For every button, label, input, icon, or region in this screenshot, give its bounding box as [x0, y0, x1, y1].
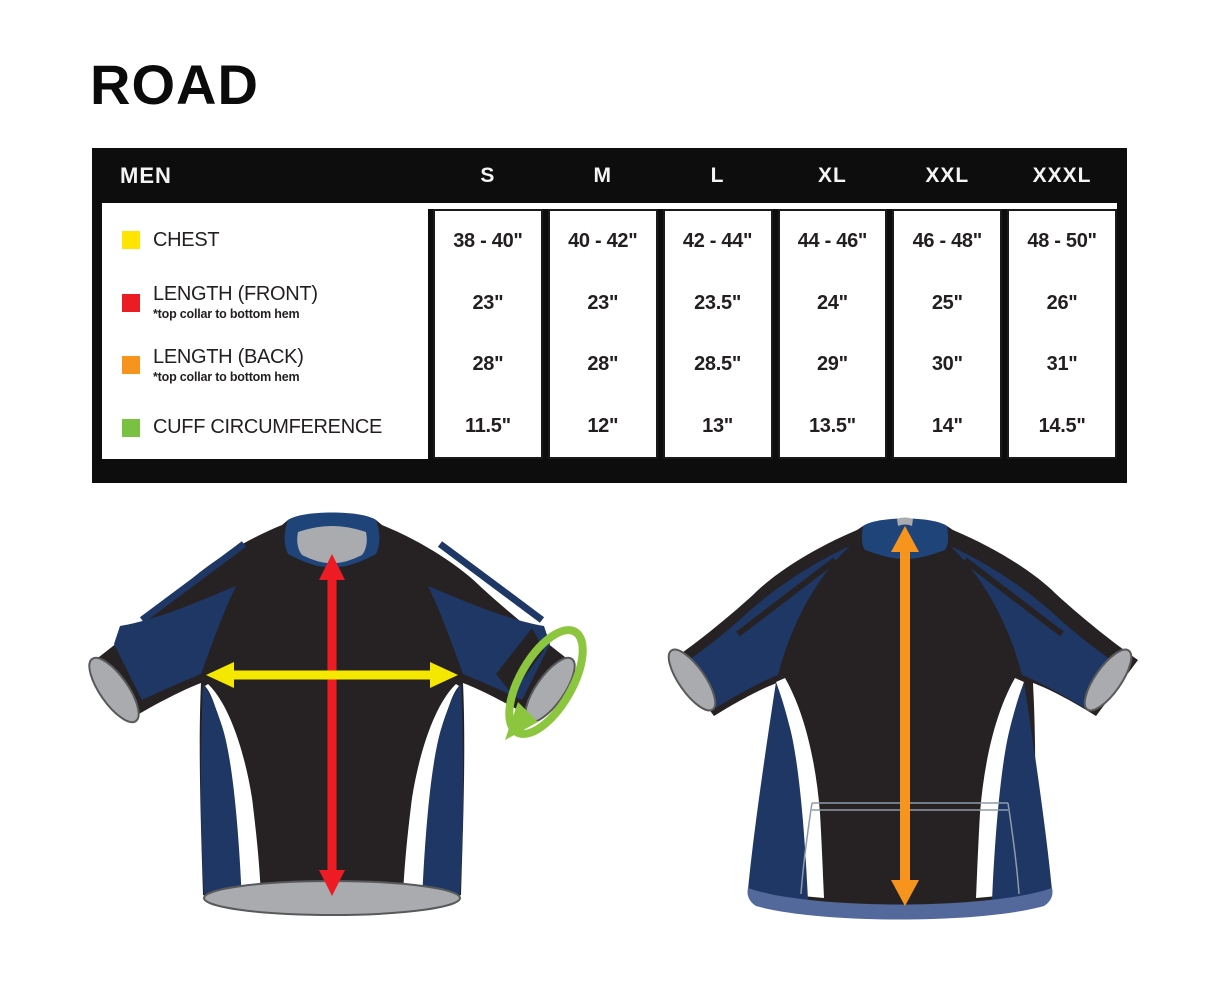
back-cuff-right: [1083, 648, 1133, 712]
value-cell: 26": [1046, 291, 1078, 314]
table-header-men: MEN: [120, 162, 172, 188]
shoulder-piping-left: [139, 541, 247, 623]
size-column-l: 42 - 44" 23.5" 28.5" 13": [662, 209, 773, 459]
value-cell: 28": [587, 353, 619, 376]
table-header-size-s: S: [480, 163, 496, 187]
cuff-circumference-loop: [505, 626, 587, 740]
size-column-xxxl: 48 - 50" 26" 31" 14.5": [1007, 209, 1117, 459]
side-panel-left: [200, 684, 242, 902]
value-cell: 29": [816, 353, 848, 376]
chest-arrow: [206, 662, 458, 688]
size-column-xxl: 46 - 48" 25" 30" 14": [892, 209, 1003, 459]
chest-color-swatch: [122, 231, 140, 250]
measurement-label-column: CHEST LENGTH (FRONT) *top collar to bott…: [102, 209, 428, 459]
cuff-left: [88, 656, 140, 724]
size-table: MEN S M L XL XXL XXXL CHEST LENGTH (FRON…: [92, 148, 1127, 483]
value-cell: 46 - 48": [912, 230, 983, 253]
side-panel-right: [422, 684, 464, 902]
pocket-left-edge: [800, 802, 813, 895]
value-cell: 28": [472, 353, 504, 376]
cuff-color-swatch: [122, 418, 140, 437]
measurement-name: CHEST: [153, 228, 220, 251]
value-cell: 30": [931, 353, 963, 376]
value-cell: 11.5": [465, 414, 511, 437]
front-length-arrowhead-bottom: [319, 870, 345, 896]
back-cuff-left: [667, 648, 717, 712]
front-length-arrowhead-top: [319, 554, 345, 580]
shoulder-piping-right: [437, 541, 545, 623]
measurement-name: CUFF CIRCUMFERENCE: [153, 416, 383, 439]
value-cell: 23.5": [694, 291, 742, 314]
back-length-arrowhead-top: [891, 526, 919, 552]
value-cell: 42 - 44": [682, 230, 753, 253]
table-header-size-xxl: XXL: [925, 163, 970, 187]
back-sleeve-panel-right: [950, 546, 1120, 710]
value-cell: 25": [931, 291, 963, 314]
back-side-panel-left: [748, 682, 808, 902]
table-header-size-xl: XL: [817, 163, 847, 187]
value-cell: 14": [931, 414, 963, 437]
back-side-panel-right: [992, 682, 1052, 902]
cuff-loop-arrowhead: [505, 702, 538, 740]
value-cell: 12": [587, 414, 619, 437]
label-row-length-back: LENGTH (BACK) *top collar to bottom hem: [102, 334, 428, 397]
value-cell: 13.5": [808, 414, 856, 437]
back-sleeve-stripe-right: [963, 557, 1064, 637]
back-jersey-illustration: [667, 517, 1138, 920]
value-cell: 23": [587, 291, 619, 314]
pocket-right-edge: [1007, 802, 1020, 895]
length-back-color-swatch: [122, 356, 140, 375]
table-header-size-l: L: [710, 163, 725, 187]
value-cell: 31": [1046, 353, 1078, 376]
value-cell: 23": [472, 291, 504, 314]
label-row-chest: CHEST: [102, 209, 428, 272]
value-cell: 48 - 50": [1027, 230, 1097, 253]
length-front-color-swatch: [122, 293, 140, 312]
measurement-note: *top collar to bottom hem: [153, 307, 300, 322]
header-divider: [102, 203, 1117, 209]
table-header-size-xxxl: XXXL: [1032, 163, 1092, 187]
label-row-length-front: LENGTH (FRONT) *top collar to bottom hem: [102, 272, 428, 335]
chest-arrowhead-right: [430, 662, 458, 688]
collar-notch: [897, 517, 913, 526]
value-cell: 40 - 42": [568, 230, 638, 253]
back-sleeve-panel-left: [680, 546, 850, 710]
measurement-name: LENGTH (BACK): [153, 345, 304, 368]
size-column-m: 40 - 42" 23" 28" 12": [547, 209, 658, 459]
value-cell: 24": [816, 291, 848, 314]
collar-inner: [297, 526, 367, 564]
value-cell: 28.5": [694, 353, 742, 376]
measurement-name: LENGTH (FRONT): [153, 283, 318, 306]
size-table-header: MEN S M L XL XXL XXXL: [92, 148, 1127, 203]
value-cell: 14.5": [1038, 414, 1086, 437]
size-column-xl: 44 - 46" 24" 29" 13.5": [777, 209, 888, 459]
table-header-size-m: M: [593, 163, 612, 187]
size-table-body: CHEST LENGTH (FRONT) *top collar to bott…: [92, 209, 1127, 459]
value-cell: 13": [702, 414, 733, 437]
size-column-s: 38 - 40" 23" 28" 11.5": [433, 209, 543, 459]
back-length-arrow: [891, 526, 919, 906]
sleeve-panel-left: [114, 586, 236, 700]
front-jersey-illustration: [88, 512, 587, 916]
front-length-arrow: [319, 554, 345, 896]
value-cell: 44 - 46": [797, 230, 868, 253]
chest-arrowhead-left: [206, 662, 234, 688]
measurement-note: *top collar to bottom hem: [153, 369, 300, 384]
back-sleeve-stripe-left: [736, 557, 837, 637]
back-length-arrowhead-bottom: [891, 880, 919, 906]
page-title: ROAD: [90, 53, 259, 116]
back-hem-band: [747, 888, 1053, 920]
label-row-cuff: CUFF CIRCUMFERENCE: [102, 397, 428, 460]
value-cell: 38 - 40": [453, 230, 523, 253]
sleeve-stripe-right: [496, 628, 544, 694]
